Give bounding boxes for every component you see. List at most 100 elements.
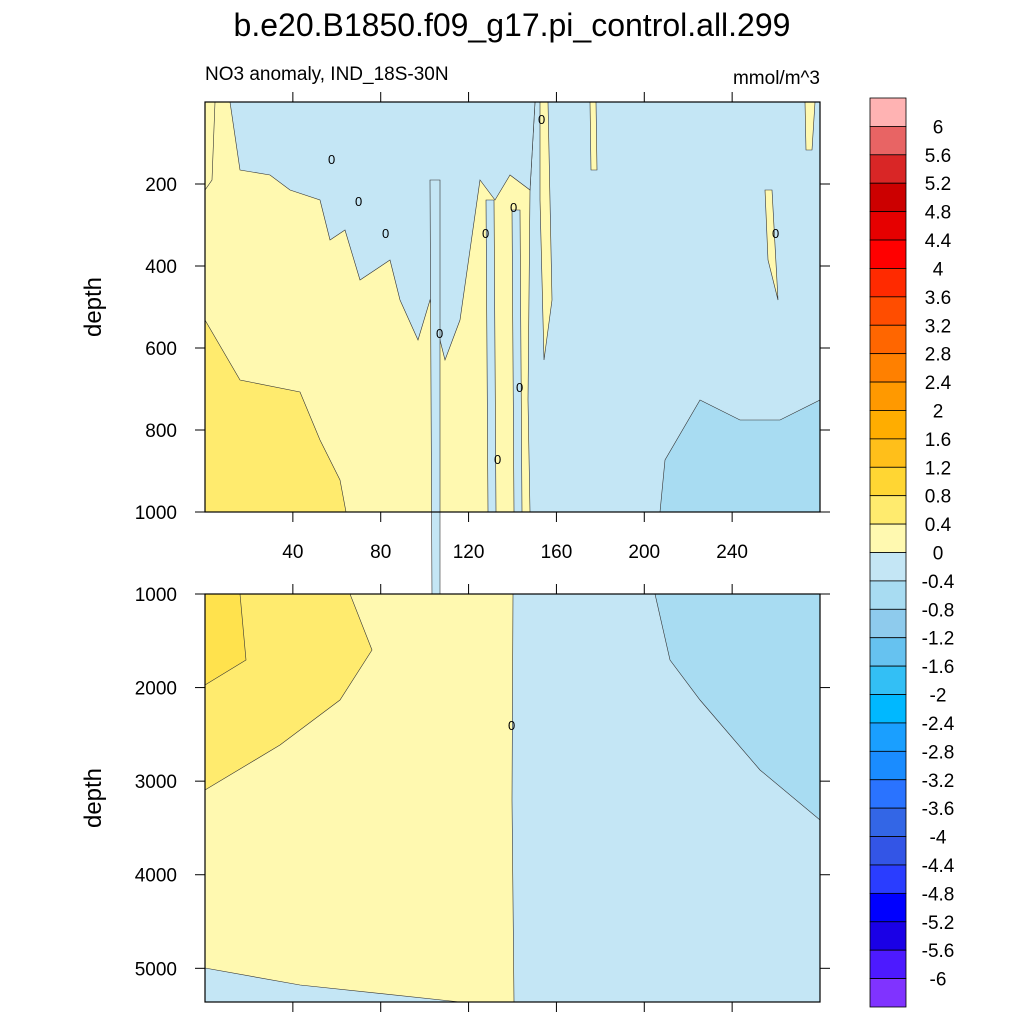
colorbar-box bbox=[869, 552, 907, 582]
colorbar-box bbox=[869, 182, 907, 213]
y-tick-label: 600 bbox=[145, 339, 177, 360]
colorbar-label: -3.2 bbox=[922, 771, 955, 792]
chart-title: b.e20.B1850.f09_g17.pi_control.all.299 bbox=[234, 7, 791, 43]
colorbar-label: 2 bbox=[933, 401, 944, 422]
y-axis-label: depth bbox=[80, 768, 107, 828]
colorbar-box bbox=[869, 523, 907, 553]
colorbar-label: -2.4 bbox=[922, 714, 955, 735]
y-tick-label: 800 bbox=[145, 421, 177, 442]
colorbar-box bbox=[869, 239, 907, 269]
colorbar-box bbox=[869, 608, 907, 639]
colorbar-box bbox=[869, 750, 907, 781]
colorbar-label: 0.8 bbox=[925, 487, 951, 508]
colorbar-label: -1.6 bbox=[922, 657, 955, 678]
colorbar-box bbox=[869, 268, 907, 298]
colorbar-box bbox=[869, 694, 907, 724]
colorbar-box bbox=[869, 836, 907, 866]
colorbar-label: -4 bbox=[930, 828, 947, 849]
colorbar-label: -5.6 bbox=[922, 941, 955, 962]
units: mmol/m^3 bbox=[733, 68, 820, 89]
contour-label: 0 bbox=[510, 200, 517, 215]
colorbar-box bbox=[869, 211, 907, 241]
x-tick-label: 240 bbox=[716, 542, 748, 563]
contour-label: 0 bbox=[436, 326, 443, 341]
colorbar-label: -1.2 bbox=[922, 629, 955, 650]
colorbar-box bbox=[869, 126, 907, 156]
colorbar-label: -0.4 bbox=[922, 572, 955, 593]
contour-label: 0 bbox=[494, 452, 501, 467]
contour-label: 0 bbox=[482, 226, 489, 241]
x-tick-label: 40 bbox=[282, 542, 303, 563]
colorbar-label: -4.8 bbox=[922, 884, 955, 905]
colorbar-box bbox=[869, 97, 907, 127]
colorbar-box bbox=[869, 978, 907, 1008]
colorbar-box bbox=[869, 580, 907, 610]
colorbar-box bbox=[869, 779, 907, 809]
colorbar-box bbox=[869, 949, 907, 979]
colorbar-box bbox=[869, 324, 907, 355]
colorbar-label: 1.2 bbox=[925, 458, 951, 479]
contour-label: 0 bbox=[538, 112, 545, 127]
colorbar-label: -5.2 bbox=[922, 913, 955, 934]
colorbar-box bbox=[869, 495, 907, 525]
colorbar-label: -2.8 bbox=[922, 742, 955, 763]
y-tick-label: 200 bbox=[145, 175, 177, 196]
y-tick-label: 1000 bbox=[135, 585, 177, 606]
colorbar-label: 3.2 bbox=[925, 316, 951, 337]
colorbar-box bbox=[869, 892, 907, 923]
colorbar-label: -3.6 bbox=[922, 799, 955, 820]
colorbar-label: 0.4 bbox=[925, 515, 952, 536]
colorbar-box bbox=[869, 353, 907, 383]
colorbar-box bbox=[869, 410, 907, 440]
colorbar-label: 2.4 bbox=[925, 373, 952, 394]
colorbar-box bbox=[869, 864, 907, 894]
plot-frame bbox=[204, 593, 821, 1003]
colorbar-label: 1.6 bbox=[925, 430, 951, 451]
contour-labels: 0 0 0 0 0 0 0 0 0 0 0 bbox=[328, 112, 779, 733]
colorbar-box bbox=[869, 438, 907, 468]
colorbar-label: -0.8 bbox=[922, 600, 955, 621]
x-tick-label: 80 bbox=[370, 542, 391, 563]
contour-label: 0 bbox=[355, 194, 362, 209]
colorbar-label: 5.6 bbox=[925, 146, 951, 167]
x-tick-label: 160 bbox=[541, 542, 573, 563]
colorbar-label: 5.2 bbox=[925, 174, 951, 195]
colorbar-label: -2 bbox=[930, 686, 947, 707]
y-tick-label: 400 bbox=[145, 257, 177, 278]
colorbar-label: -6 bbox=[930, 970, 947, 991]
y-tick-label: 5000 bbox=[135, 959, 177, 980]
y-tick-label: 3000 bbox=[135, 772, 177, 793]
contour-fill bbox=[204, 101, 821, 601]
colorbar-box bbox=[869, 637, 907, 667]
colorbar-label: 0 bbox=[933, 544, 944, 565]
contour-label: 0 bbox=[328, 152, 335, 167]
colorbar-label: 6 bbox=[933, 117, 944, 138]
colorbar-label: 3.6 bbox=[925, 288, 951, 309]
y-tick-label: 2000 bbox=[135, 679, 177, 700]
contour-label: 0 bbox=[516, 380, 523, 395]
colorbar-box bbox=[869, 807, 907, 837]
x-tick-label: 120 bbox=[453, 542, 485, 563]
x-tick-label: 200 bbox=[628, 542, 660, 563]
plot-frame bbox=[204, 101, 821, 513]
colorbar-label: 2.8 bbox=[925, 345, 951, 366]
colorbar-box bbox=[869, 466, 907, 497]
colorbar-box bbox=[869, 154, 907, 184]
colorbar-label: 4.8 bbox=[925, 203, 951, 224]
colorbar-box bbox=[869, 665, 907, 695]
colorbar-box bbox=[869, 722, 907, 752]
contour-fill bbox=[204, 593, 821, 1003]
y-axis-label: depth bbox=[80, 277, 107, 337]
colorbar-label: 4 bbox=[933, 259, 944, 280]
colorbar-label: -4.4 bbox=[922, 856, 955, 877]
contour-label: 0 bbox=[772, 226, 779, 241]
colorbar-box bbox=[869, 296, 907, 326]
colorbar-box bbox=[869, 381, 907, 411]
colorbar-label: 4.4 bbox=[925, 231, 952, 252]
contour-label: 0 bbox=[508, 718, 515, 733]
y-tick-label: 1000 bbox=[135, 503, 177, 524]
subtitle: NO3 anomaly, IND_18S-30N bbox=[205, 64, 449, 85]
y-tick-label: 4000 bbox=[135, 866, 177, 887]
colorbar-box bbox=[869, 921, 907, 951]
